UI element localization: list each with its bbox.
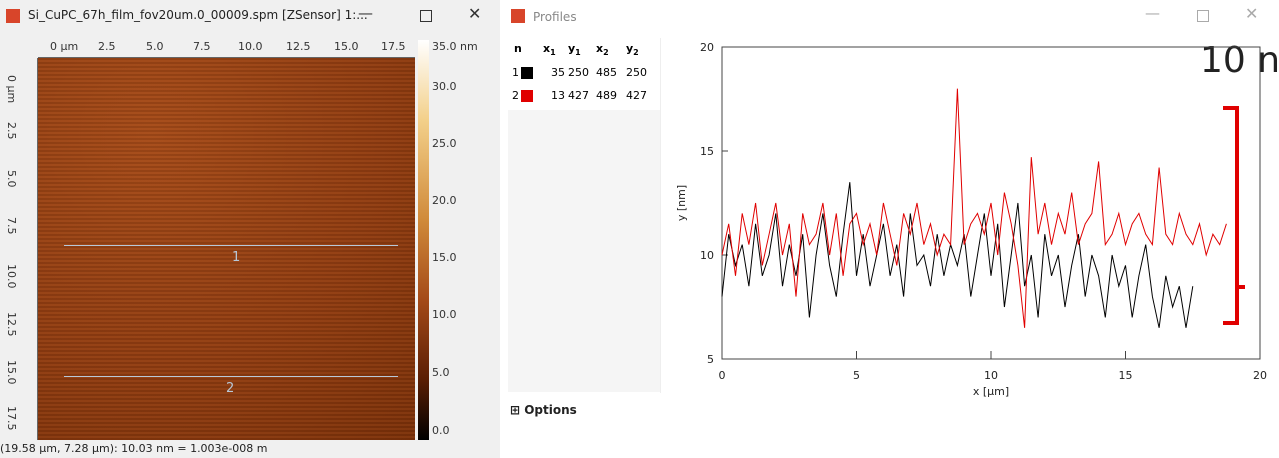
close-button[interactable]: ✕	[468, 4, 482, 23]
image-window: Si_CuPC_67h_film_fov20um.0_00009.spm [ZS…	[0, 0, 500, 458]
profile-line	[64, 245, 398, 246]
profile-label: 1	[232, 250, 241, 265]
options-expander[interactable]: ⊞ Options	[510, 403, 577, 417]
window-title: Profiles	[533, 10, 577, 24]
top-ruler-label: 7.5	[193, 40, 211, 53]
color-bar-label: 35.0 nm	[432, 40, 478, 53]
top-ruler-label: 2.5	[98, 40, 116, 53]
top-ruler-label: 12.5	[286, 40, 311, 53]
left-ruler-label: 2.5	[5, 122, 18, 140]
y-tick-label: 20	[700, 41, 714, 54]
top-ruler-label: 10.0	[238, 40, 263, 53]
left-ruler-label: 12.5	[5, 312, 18, 337]
left-ruler-label: 7.5	[5, 217, 18, 235]
color-swatch	[521, 90, 533, 102]
app-icon	[511, 9, 525, 23]
profiles-window: Profiles — ✕ n x1 y1 x2 y2 1 35 250 485 250 2 13 427…	[505, 0, 1279, 458]
minimize-button[interactable]: —	[358, 4, 373, 22]
left-ruler-label: 10.0	[5, 264, 18, 289]
color-swatch	[521, 67, 533, 79]
maximize-button[interactable]	[420, 10, 432, 22]
table-cell: 2	[512, 89, 519, 102]
table-cell: 13	[551, 89, 565, 102]
options-label[interactable]: Options	[524, 403, 577, 417]
x-axis-label: x [µm]	[973, 385, 1009, 398]
minimize-button[interactable]: —	[1145, 4, 1160, 22]
close-button[interactable]: ✕	[1245, 4, 1259, 23]
top-ruler-label: 0 µm	[50, 40, 79, 53]
table-empty	[508, 110, 660, 392]
color-bar	[418, 40, 429, 440]
table-header: x2	[596, 42, 609, 58]
bracket	[1223, 106, 1245, 325]
separator	[500, 0, 505, 458]
profile-label: 2	[226, 381, 235, 396]
profile-line	[64, 376, 398, 377]
maximize-button[interactable]	[1197, 10, 1209, 22]
color-bar-label: 25.0	[432, 137, 457, 150]
y-tick-label: 10	[700, 249, 714, 262]
left-ruler-label: 17.5	[5, 406, 18, 431]
subscript: 2	[603, 48, 609, 58]
x-tick-label: 0	[719, 369, 726, 382]
color-bar-label: 10.0	[432, 308, 457, 321]
color-bar-label: 30.0	[432, 80, 457, 93]
color-bar-label: 0.0	[432, 424, 450, 437]
x-tick-label: 15	[1119, 369, 1133, 382]
table-cell: 427	[626, 89, 647, 102]
y-tick-label: 5	[707, 353, 714, 366]
top-ruler-label: 17.5	[381, 40, 406, 53]
left-ruler-line	[37, 58, 38, 440]
app-icon	[6, 9, 20, 23]
table-cell: 35	[551, 66, 565, 79]
afm-image	[38, 58, 415, 440]
top-ruler-label: 5.0	[146, 40, 164, 53]
table-header: n	[514, 42, 522, 55]
x-tick-label: 10	[984, 369, 998, 382]
left-ruler-label: 5.0	[5, 170, 18, 188]
left-ruler-label: 0 µm	[5, 75, 18, 104]
profile-line	[721, 88, 1227, 328]
profile-line	[721, 182, 1194, 328]
subscript: 2	[633, 48, 639, 58]
annotation: 10 nm	[1200, 40, 1279, 81]
subscript: 1	[550, 48, 556, 58]
subscript: 1	[575, 48, 581, 58]
table-header: x1	[543, 42, 556, 58]
x-tick-label: 5	[853, 369, 860, 382]
table-cell: 427	[568, 89, 589, 102]
window-title: Si_CuPC_67h_film_fov20um.0_00009.spm [ZS…	[28, 8, 368, 22]
left-ruler-label: 15.0	[5, 360, 18, 385]
status-bar: (19.58 µm, 7.28 µm): 10.03 nm = 1.003e-0…	[0, 442, 268, 455]
top-ruler-label: 15.0	[334, 40, 359, 53]
x-tick-label: 20	[1253, 369, 1267, 382]
color-bar-label: 20.0	[432, 194, 457, 207]
color-bar-label: 5.0	[432, 366, 450, 379]
table-cell: 1	[512, 66, 519, 79]
table-header: y2	[626, 42, 639, 58]
color-bar-label: 15.0	[432, 251, 457, 264]
table-cell: 250	[568, 66, 589, 79]
y-tick-label: 15	[700, 145, 714, 158]
top-ruler-line	[38, 57, 415, 58]
table-cell: 485	[596, 66, 617, 79]
y-axis-label: y [nm]	[675, 185, 688, 221]
table-cell: 489	[596, 89, 617, 102]
table-header: y1	[568, 42, 581, 58]
table-cell: 250	[626, 66, 647, 79]
